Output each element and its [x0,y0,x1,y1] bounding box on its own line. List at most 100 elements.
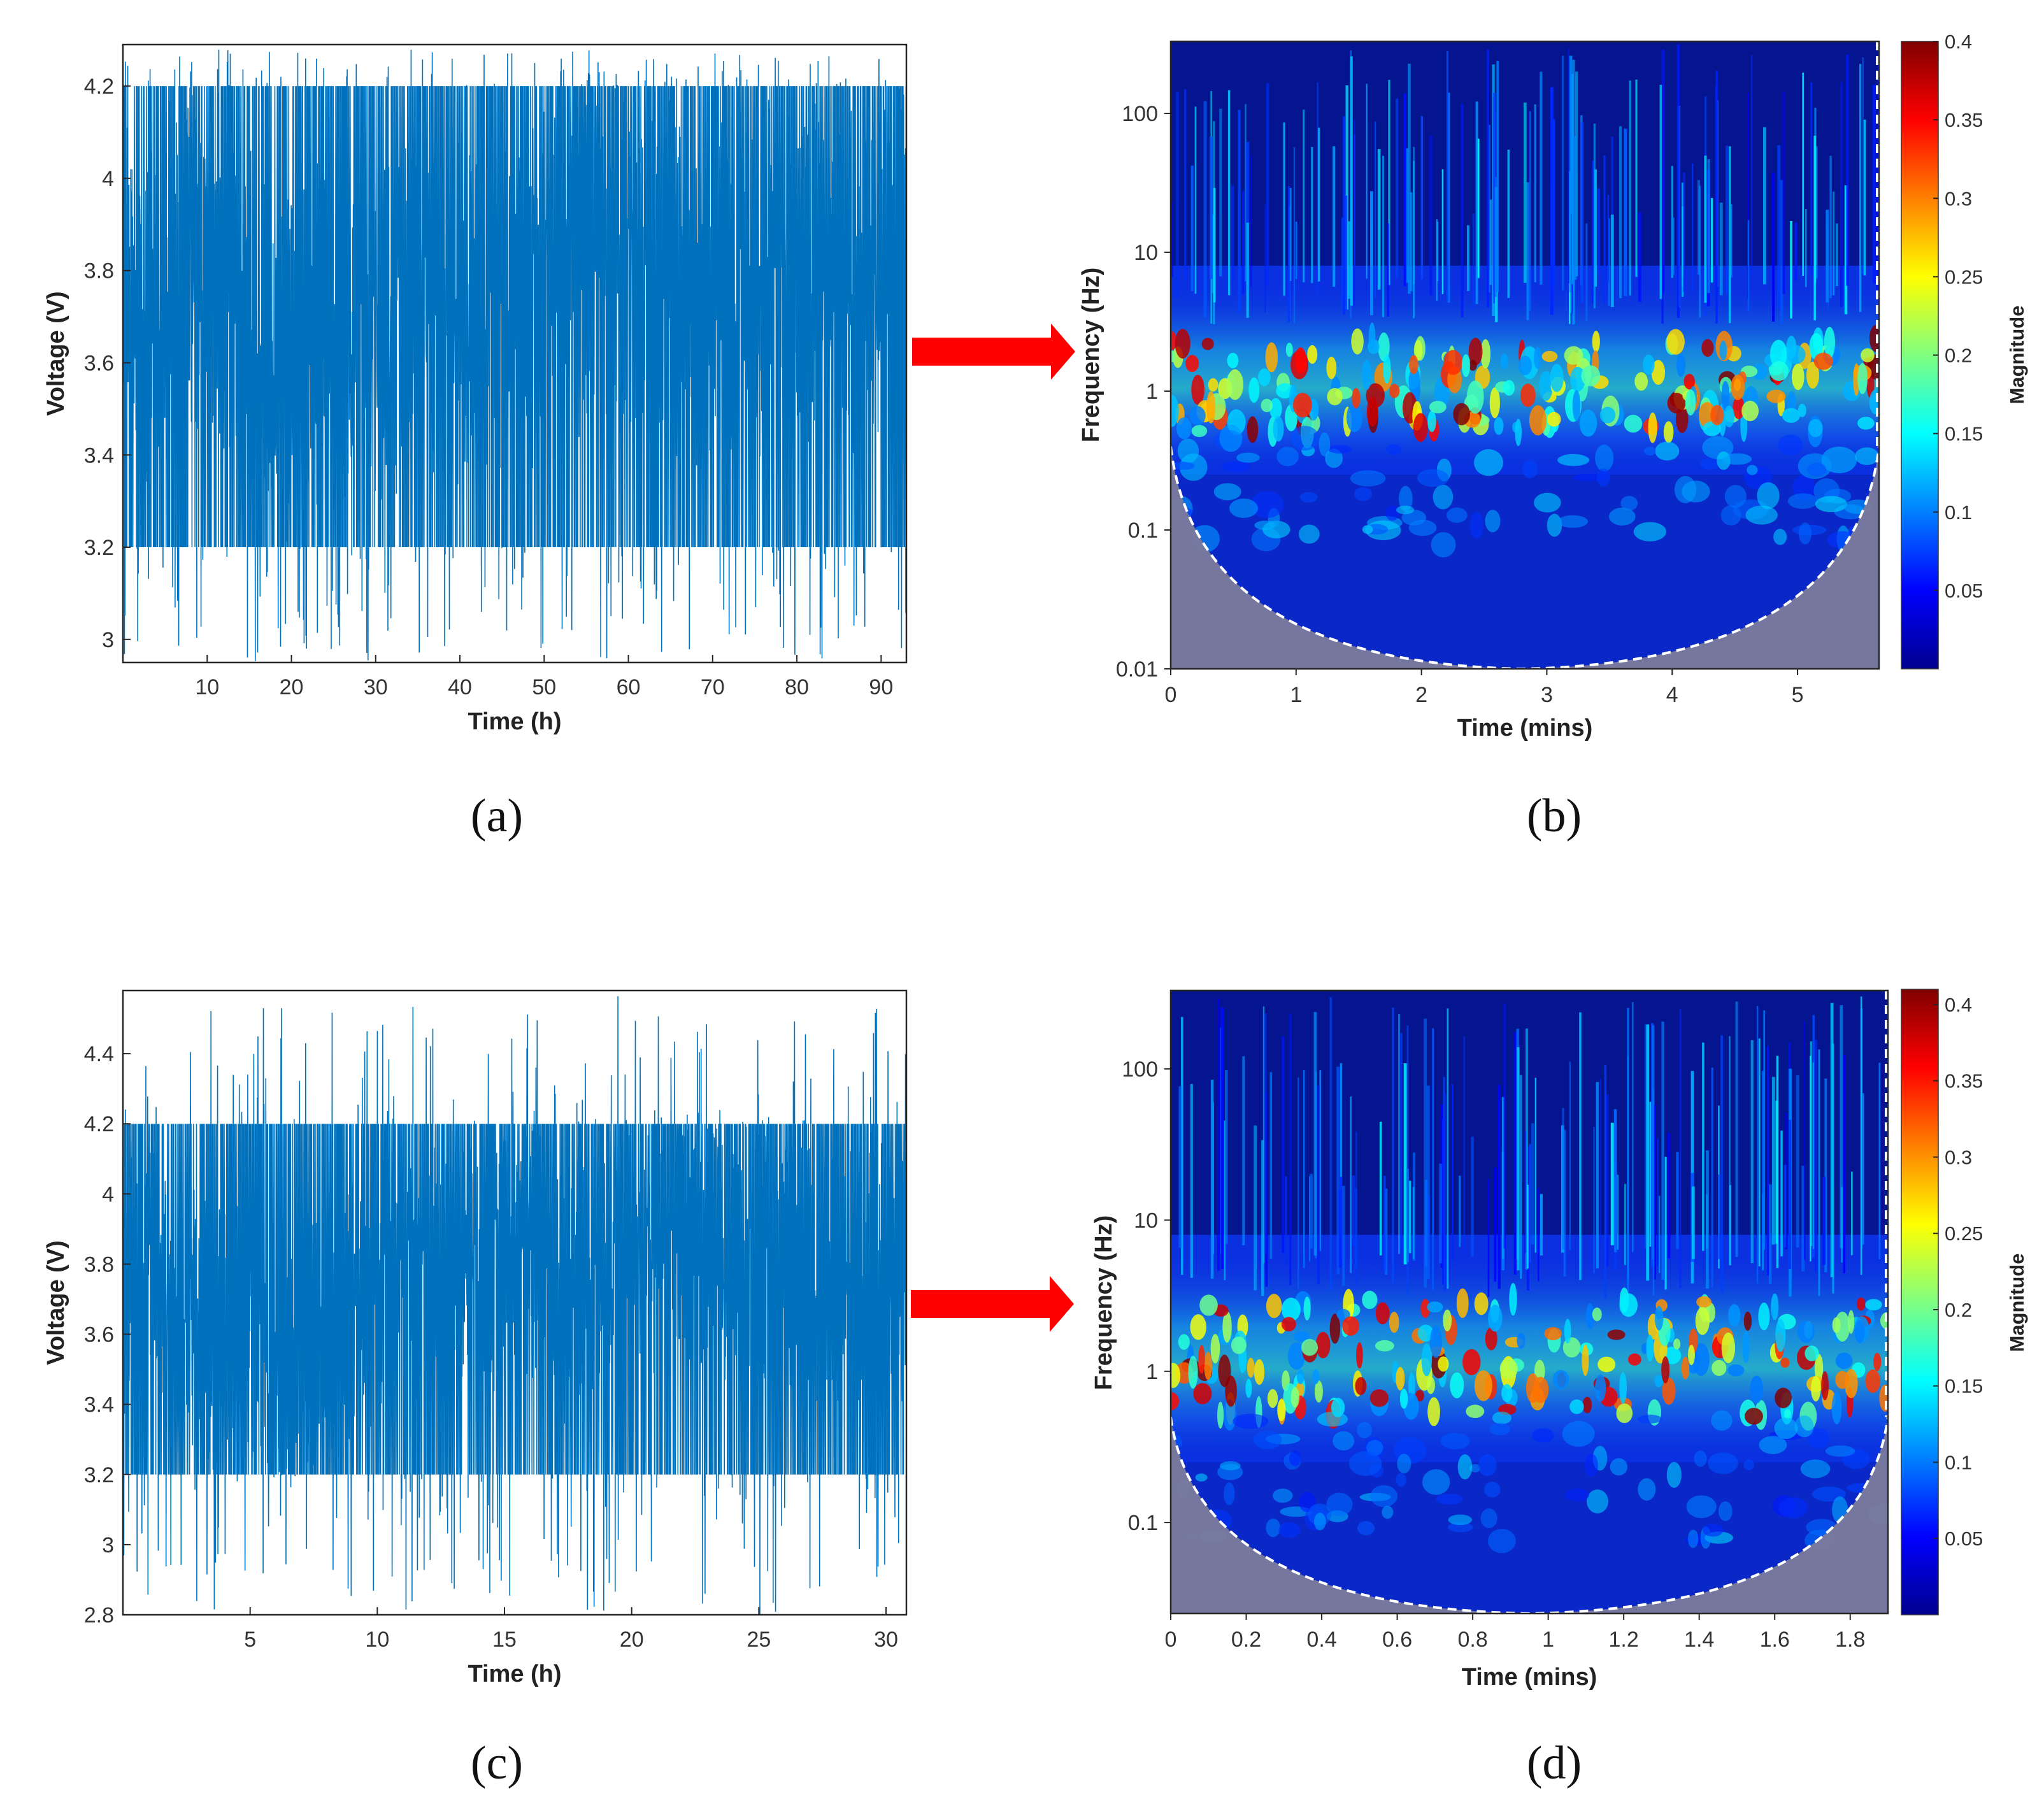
low-energy-blob [1522,460,1538,478]
energy-blob [1171,394,1179,427]
energy-blob [1352,388,1361,409]
energy-blob [1533,347,1542,369]
low-energy-blob [1480,1508,1497,1528]
voltage-plot-c: 5 10 15 20 25 30 2.8 3 3.2 3.4 3.6 3.8 4 4.2 4.4 Time … [43,989,908,1789]
colorbar-tick-label: 0.3 [1945,1146,1972,1168]
energy-blob [1750,1375,1764,1404]
energy-blob [1413,340,1423,361]
energy-blob [1285,342,1293,357]
voltage-series-c [123,996,906,1615]
energy-blob [1821,1371,1829,1401]
energy-blob [1191,425,1208,438]
x-tick-label: 5 [1792,683,1804,707]
energy-blob [1564,1319,1571,1344]
energy-blob [1247,1357,1255,1378]
low-energy-blob [1250,491,1284,519]
energy-blob [1375,1302,1390,1324]
low-energy-blob [1469,1464,1481,1473]
low-energy-blob [1266,1518,1281,1537]
low-energy-blob [1357,1422,1372,1438]
energy-blob [1336,1308,1350,1321]
y-tick-label: 3.4 [84,443,114,468]
energy-blob [1727,1364,1745,1377]
low-energy-blob [1489,1422,1510,1436]
energy-blob [1581,365,1601,387]
x-tick-label: 30 [874,1628,898,1652]
energy-blob [1654,1375,1663,1387]
energy-blob [1314,1380,1323,1403]
x-tick-label: 0.6 [1382,1628,1412,1652]
energy-blob [1695,1306,1710,1335]
energy-blob [1438,1356,1449,1372]
energy-blob [1865,1299,1882,1311]
energy-blob [1474,1370,1492,1401]
energy-blob [1775,1319,1786,1352]
energy-blob [1710,404,1724,426]
cone-of-influence-outline [1171,1416,1888,1614]
energy-blob [1873,1352,1882,1371]
energy-blob [1468,338,1483,366]
energy-blob [1223,1399,1236,1431]
energy-blob [1204,1352,1212,1380]
energy-blob [1520,383,1536,407]
low-energy-blob [1778,434,1803,455]
energy-blob [1245,1378,1252,1398]
y-tick-label: 1 [1146,1360,1158,1384]
energy-blob [1266,1294,1282,1319]
energy-blob [1281,1317,1296,1332]
low-energy-blob [1794,1415,1814,1438]
colorbar-title-d: Magnitude [2006,1254,2028,1352]
x-tick-label: 40 [448,675,472,699]
y-tick-label: 3.2 [84,1463,114,1487]
energy-blob [1175,329,1190,359]
low-energy-blob [1253,1431,1282,1450]
low-energy-blob [1317,1412,1348,1427]
low-energy-blob [1220,1461,1241,1471]
low-energy-blob [1422,1469,1450,1495]
energy-blob [1293,392,1312,418]
y-tick-label: 3.6 [84,351,114,375]
low-energy-blob [1595,444,1614,472]
colorbar-tick-label: 0.4 [1945,994,1972,1016]
energy-blob [1171,1363,1181,1388]
low-energy-blob [1313,1512,1326,1531]
energy-blob [1582,1344,1589,1376]
energy-blob [1582,1396,1592,1414]
x-tick-label: 0 [1165,683,1177,707]
energy-blob [1366,396,1378,427]
low-energy-blob [1298,524,1320,544]
low-energy-blob [1396,505,1415,515]
energy-blob [1218,1354,1231,1387]
energy-blob [1466,1405,1485,1419]
energy-blob [1409,355,1419,375]
low-energy-blob [1233,1414,1269,1429]
low-energy-blob [1855,447,1879,465]
low-energy-blob [1747,464,1758,475]
energy-blob [1696,1296,1712,1308]
x-tick-label: 1.8 [1835,1628,1865,1652]
energy-blob [1429,401,1447,413]
energy-blob [1199,1294,1218,1316]
low-energy-blob [1711,1410,1733,1431]
energy-blob [1501,1384,1513,1403]
energy-blob [1193,1383,1212,1405]
energy-blob [1526,1373,1540,1403]
energy-blob [1247,416,1259,443]
low-energy-blob [1759,1436,1787,1454]
x-tick-label: 5 [244,1628,256,1652]
y-tick-label: 3.8 [84,259,114,283]
low-energy-blob [1447,507,1468,523]
energy-blob [1265,342,1278,373]
energy-blob [1485,1327,1497,1350]
energy-blob [1499,1358,1518,1380]
energy-blob [1396,1366,1405,1391]
x-tick-label: 0.2 [1231,1628,1261,1652]
energy-blob [1282,1298,1301,1322]
colorbar-tick-label: 0.35 [1945,1070,1983,1092]
low-energy-blob [1474,449,1503,476]
low-energy-blob [1800,1459,1831,1478]
energy-blob [1809,333,1824,360]
y-tick-label: 0.1 [1128,519,1158,543]
colorbar-d [1901,989,1939,1615]
